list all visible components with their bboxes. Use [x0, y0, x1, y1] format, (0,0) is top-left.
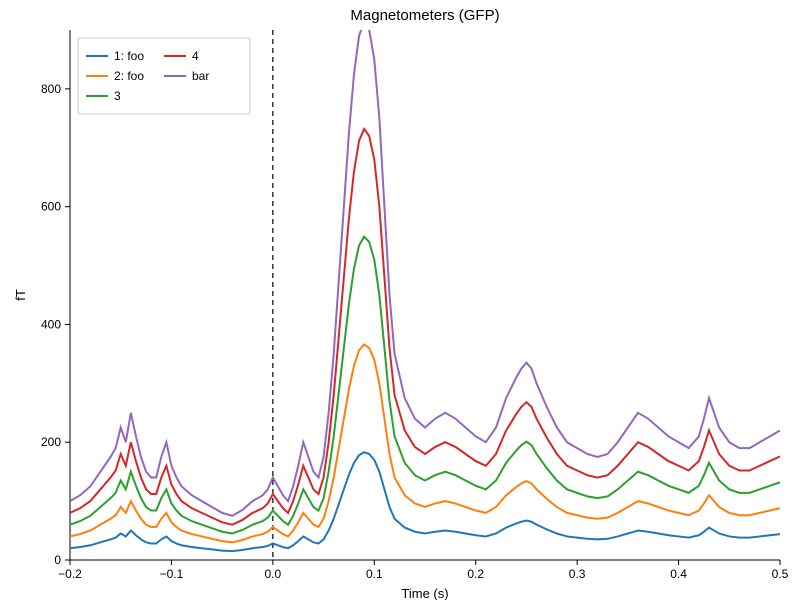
chart-title: Magnetometers (GFP) [350, 7, 499, 24]
legend: 1: foo 2: foo 3 4 bar [78, 38, 250, 114]
x-tick-label: −0.2 [58, 567, 82, 581]
series-line-0 [70, 452, 780, 551]
y-axis-label: fT [13, 289, 28, 301]
legend-label: 4 [192, 49, 199, 63]
legend-label: 1: foo [114, 49, 144, 63]
x-tick-label: 0.0 [265, 567, 282, 581]
y-tick-label: 800 [41, 82, 61, 96]
legend-label: bar [192, 69, 209, 83]
series-line-2 [70, 237, 780, 534]
y-tick-label: 400 [41, 317, 61, 331]
x-tick-label: 0.5 [772, 567, 789, 581]
x-tick-label: 0.3 [569, 567, 586, 581]
x-tick-label: −0.1 [160, 567, 184, 581]
y-tick-label: 600 [41, 200, 61, 214]
x-axis-label: Time (s) [401, 586, 448, 600]
legend-label: 3 [114, 89, 121, 103]
x-tick-label: 0.1 [366, 567, 383, 581]
line-chart: Magnetometers (GFP) −0.2 −0.1 0.0 0.1 0.2 0.3 0… [0, 0, 800, 600]
x-tick-label: 0.2 [467, 567, 484, 581]
y-tick-label: 200 [41, 435, 61, 449]
legend-label: 2: foo [114, 69, 144, 83]
series-line-3 [70, 129, 780, 525]
series-line-1 [70, 344, 780, 542]
chart-container: Magnetometers (GFP) −0.2 −0.1 0.0 0.1 0.2 0.3 0… [0, 0, 800, 600]
x-tick-label: 0.4 [670, 567, 687, 581]
y-tick-label: 0 [54, 553, 61, 567]
